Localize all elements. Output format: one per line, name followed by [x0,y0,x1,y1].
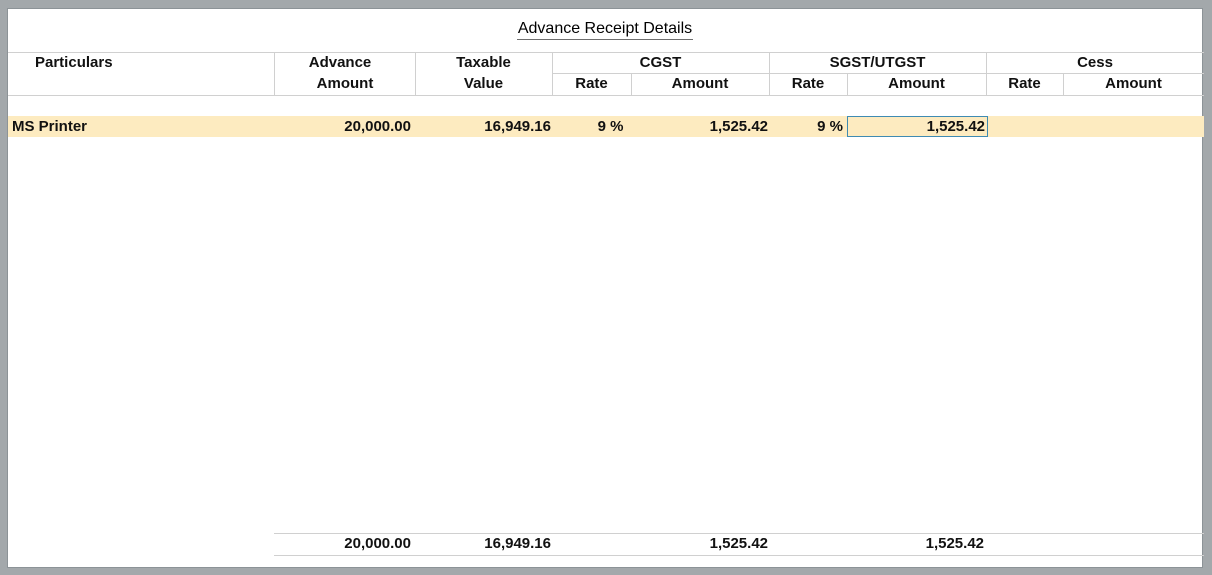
header-particulars: Particulars [35,54,113,71]
row-cgst-rate: 9 % [597,118,624,135]
page-title-text: Advance Receipt Details [516,20,694,40]
header-cgst-rate: Rate [575,75,608,92]
total-cgst-amount: 1,525.42 [709,535,768,552]
row-sgst-rate: 9 % [817,118,843,135]
header-sgst-rate: Rate [791,75,825,92]
total-sgst-amount: 1,525.42 [925,535,984,552]
header-advance-line2: Amount [316,75,374,92]
totals-top-rule [274,533,1204,534]
col-divider [1063,73,1064,95]
row-taxable-value: 16,949.16 [484,118,551,135]
header-sgst-amount: Amount [888,75,945,92]
header-cess-amount: Amount [1105,75,1162,92]
row-sgst-amount[interactable]: 1,525.42 [926,118,985,135]
header-taxable-line2: Value [463,75,504,92]
header-cess: Cess [1077,54,1113,71]
header-cgst: CGST [639,54,682,71]
col-divider [631,73,632,95]
col-divider [552,52,553,95]
col-divider [274,52,275,95]
col-divider [847,73,848,95]
totals-bottom-rule [274,555,1204,556]
header-taxable-line1: Taxable [456,54,511,71]
total-advance-amount: 20,000.00 [344,535,411,552]
page-title: Advance Receipt Details [8,20,1202,40]
header-cess-rate: Rate [1008,75,1041,92]
row-advance-amount: 20,000.00 [344,118,411,135]
row-particulars: MS Printer [12,118,88,135]
header-advance-line1: Advance [308,54,372,71]
advance-receipt-panel: Advance Receipt Details Particulars Adva… [7,8,1204,568]
col-divider [415,52,416,95]
header-bottom-rule [8,95,1204,96]
header-sgst: SGST/UTGST [829,54,926,71]
total-taxable-value: 16,949.16 [484,535,551,552]
row-cgst-amount: 1,525.42 [709,118,768,135]
header-cgst-amount: Amount [671,75,729,92]
col-divider [769,52,770,95]
sgst-amount-field[interactable] [847,116,988,137]
header-top-rule [8,52,1204,53]
header-sub-rule [552,73,1204,74]
col-divider [986,52,987,95]
